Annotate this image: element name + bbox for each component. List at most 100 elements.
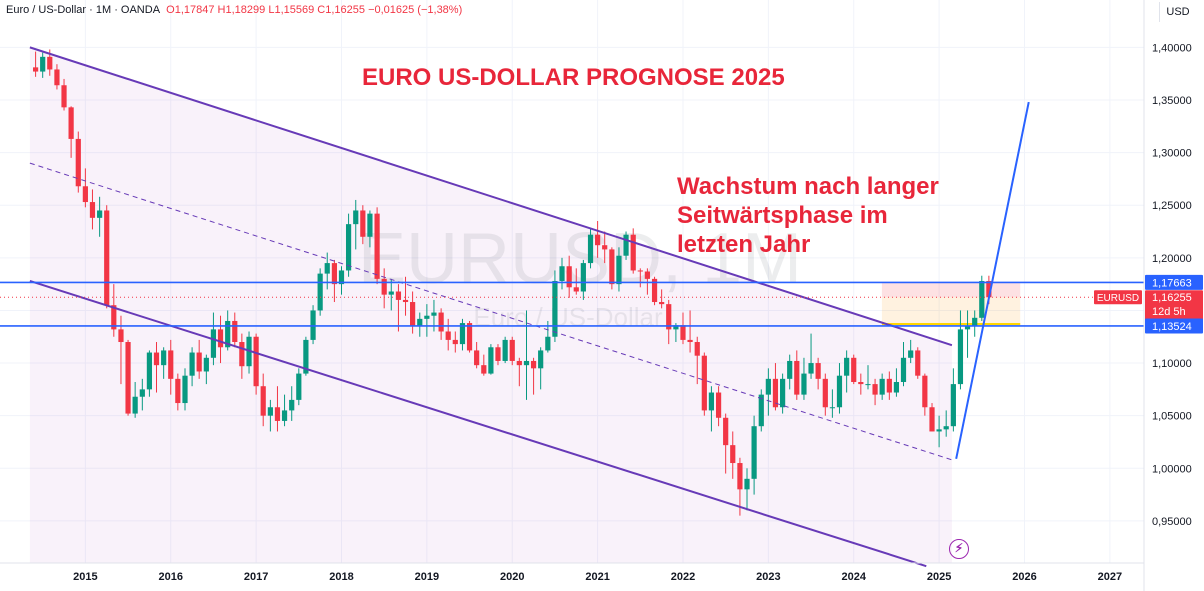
channel-lower-line[interactable] [29,280,927,568]
candle-body [680,325,686,340]
candle-body [637,270,643,272]
candle [89,189,96,230]
candle [345,213,352,277]
candle-body [182,375,188,404]
chart-title: EURO US-DOLLAR PROGNOSE 2025 [362,64,785,91]
position-box-entry [881,297,1021,326]
candle [644,268,650,295]
candle-body [659,302,665,305]
lightning-bolt-icon[interactable]: ⚡︎ [949,539,969,559]
candle [708,386,715,432]
candle-body [132,396,138,414]
candle-body [972,317,978,327]
candle [402,276,409,316]
candle [388,278,394,311]
candle-body [758,394,764,427]
candle [360,205,366,245]
candle-body [253,336,259,387]
candle [943,410,949,437]
candle [111,284,117,337]
candle-body [210,329,217,358]
candle-body [466,323,473,351]
channel-upper-line[interactable] [29,46,953,347]
candle [751,415,757,495]
candle-body [509,339,515,361]
candle [865,365,871,390]
candle-body [239,342,245,367]
annotation-text: Wachstum nach langer Seitwärtsphase im l… [677,172,939,259]
candle-body [929,407,935,432]
candle [33,51,39,77]
price-tick-label: 1,00000 [1152,463,1192,475]
candle-body [829,407,835,409]
candle [445,318,451,351]
watermark-name: Euro / US-Dollar [473,302,663,332]
time-tick-label: 2021 [585,571,609,583]
candle-body [61,85,67,108]
candle-body [943,426,949,430]
candle [317,268,323,316]
candle-body [708,392,715,411]
candle-body [317,273,323,311]
candle [438,308,444,340]
candle-body [516,360,522,366]
candle-body [936,429,942,432]
forecast-trend-line[interactable] [955,101,1030,460]
candle-body [815,363,821,379]
candle [452,331,458,353]
level-price-label: 1,17663 [1152,277,1192,289]
candle-body [687,339,693,343]
candle-body [267,407,273,416]
candle-body [89,202,96,218]
candle [630,228,636,274]
candle [815,357,821,390]
candle [701,352,707,416]
candle-body [445,331,451,340]
candle-body [33,67,39,72]
candle [132,382,138,418]
candle [54,64,60,90]
candle-body [872,384,878,395]
candle-body [545,336,551,351]
candle [602,231,608,264]
candle-body [765,378,771,395]
candle [915,347,921,379]
high-value: H1,18299 [217,4,266,16]
candle-body [715,392,722,418]
candle-body [146,352,153,390]
candle [488,344,494,375]
candle [964,310,971,358]
candle-body [474,350,480,366]
candle [972,310,978,337]
candle [922,373,928,416]
candle [765,368,771,416]
candle [217,315,224,364]
level-price-badge [1145,318,1203,334]
candle-body [331,263,338,285]
last-price-label: 1,16255 [1152,292,1192,304]
candle-body [168,350,174,379]
time-tick-label: 2026 [1012,571,1036,583]
candle-body [587,234,594,264]
candle [289,386,295,421]
candle-body [573,287,579,292]
candle-body [189,352,195,376]
annotation-line: Seitwärtsphase im [677,202,888,229]
candle-body [481,365,487,374]
candle-body [82,186,88,203]
currency-button[interactable]: USD [1159,2,1196,22]
candle-body [196,352,202,372]
candle [374,207,380,285]
candle [296,368,302,406]
price-tick-label: 1,30000 [1152,148,1192,160]
candle-body [730,445,736,464]
time-tick-label: 2019 [415,571,439,583]
candle-body [666,304,672,330]
candle-body [338,270,345,285]
candle-body [75,138,81,187]
symbol-info[interactable]: Euro / US-Dollar · 1M · OANDA [6,4,161,16]
candle-body [836,375,843,408]
candle [844,350,850,393]
